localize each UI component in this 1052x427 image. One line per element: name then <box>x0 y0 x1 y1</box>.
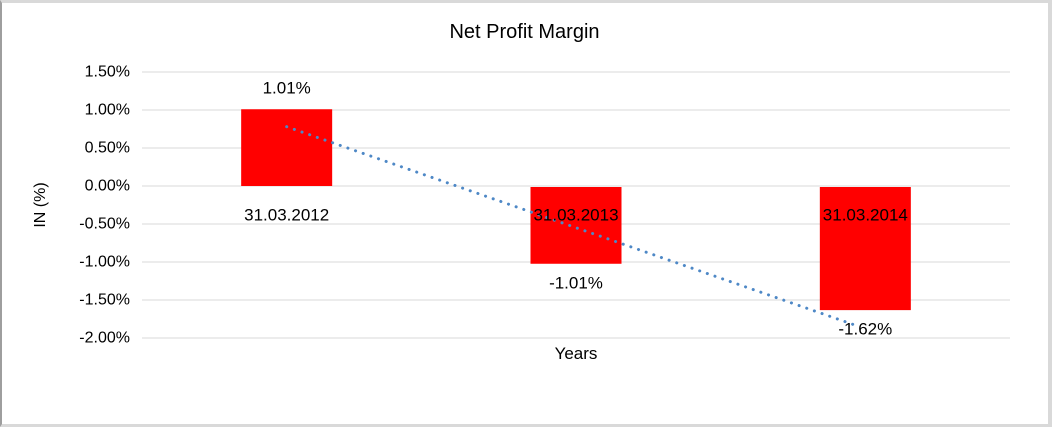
chart-title: Net Profit Margin <box>449 21 600 43</box>
bar-31.03.2012 <box>241 109 333 186</box>
data-label: 1.01% <box>263 79 311 98</box>
y-tick-label: -0.50% <box>79 216 130 233</box>
y-tick-label: 1.00% <box>85 102 130 119</box>
x-category-label: 31.03.2013 <box>533 206 618 225</box>
y-tick-label: -1.00% <box>79 254 130 271</box>
y-tick-label: -2.00% <box>79 330 130 347</box>
x-category-label: 31.03.2014 <box>823 206 908 225</box>
x-category-label: 31.03.2012 <box>244 206 329 225</box>
y-tick-label: 0.00% <box>85 178 130 195</box>
y-tick-label: 0.50% <box>85 140 130 157</box>
data-label: -1.01% <box>549 273 603 292</box>
y-tick-label: -1.50% <box>79 292 130 309</box>
y-tick-label: 1.50% <box>85 64 130 81</box>
plot-area: 1.50% 1.00% 0.50% 0.00% -0.50% -1.00% -1.50% -2… <box>79 64 1010 347</box>
bar-31.03.2013 <box>530 187 622 264</box>
data-label: -1.62% <box>838 320 892 339</box>
trendline <box>285 125 861 329</box>
x-axis-title: Years <box>554 344 598 363</box>
bar-31.03.2014 <box>819 187 911 311</box>
